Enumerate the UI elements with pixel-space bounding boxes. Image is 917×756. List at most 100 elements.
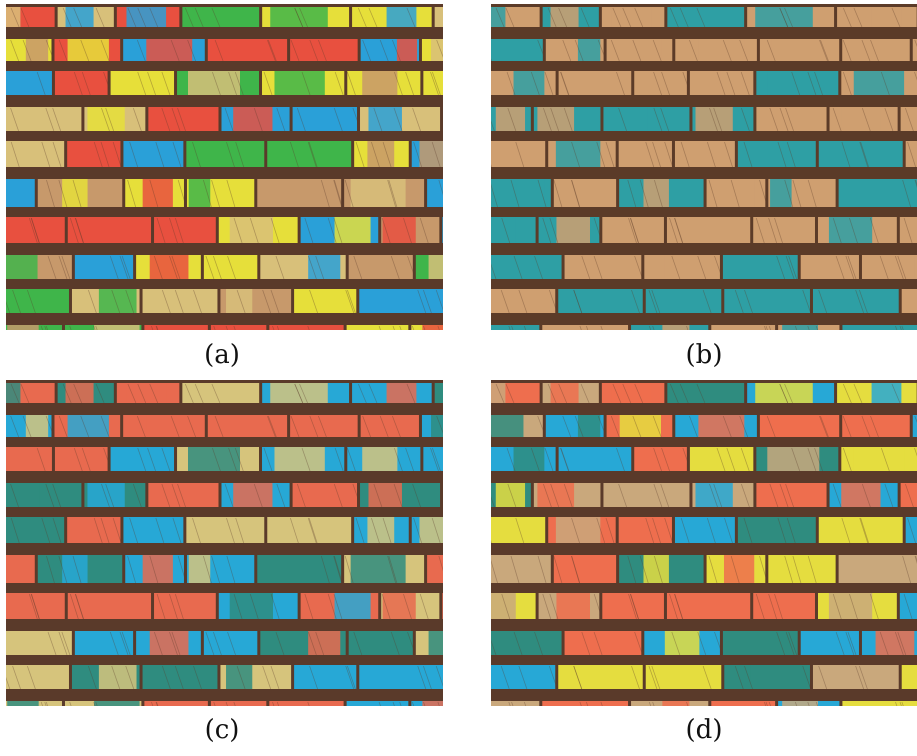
board-end — [692, 107, 754, 132]
board-end — [817, 217, 897, 244]
board-end — [706, 179, 768, 208]
board-end — [900, 483, 917, 508]
board-end — [269, 701, 344, 706]
board-end — [415, 631, 443, 655]
board-end — [37, 555, 123, 584]
board-end — [142, 665, 218, 690]
board-end — [262, 383, 350, 404]
board-end — [186, 141, 265, 168]
board-end — [6, 71, 52, 96]
board-end — [67, 217, 152, 244]
board-end — [359, 665, 443, 690]
board-end — [123, 415, 205, 438]
board-end — [692, 483, 754, 508]
board-end — [674, 141, 735, 168]
board-end — [267, 517, 352, 544]
board-end — [220, 289, 292, 314]
board-end — [756, 483, 827, 508]
board-end — [154, 217, 216, 244]
board-end — [553, 179, 617, 208]
board-end — [631, 701, 709, 706]
board-end — [186, 179, 255, 208]
board-end — [64, 325, 142, 330]
caption-b: (b) — [685, 340, 723, 370]
board-end — [706, 555, 768, 584]
panel-b-image — [491, 4, 917, 330]
board-end — [360, 39, 419, 62]
board-end — [136, 255, 201, 280]
board-end — [442, 217, 443, 243]
board-end — [300, 217, 379, 244]
board-end — [817, 593, 897, 620]
board-end — [818, 141, 903, 168]
board-end — [842, 325, 917, 330]
board-end — [116, 383, 180, 404]
board-end — [347, 71, 421, 96]
board-end — [602, 593, 664, 620]
board-end — [491, 415, 547, 438]
board-end — [491, 71, 556, 96]
board-end — [737, 141, 816, 168]
board-end — [6, 179, 35, 207]
board-end — [602, 217, 664, 244]
board-end — [218, 217, 298, 244]
board-end — [838, 179, 917, 208]
board-end — [260, 255, 346, 280]
board-end — [900, 107, 917, 132]
board-end — [491, 107, 531, 132]
board-end — [666, 217, 751, 244]
board-end — [838, 555, 917, 584]
board-end — [123, 517, 184, 544]
board-end — [603, 483, 690, 508]
board-end — [182, 383, 260, 404]
board-end — [722, 631, 798, 656]
board-end — [558, 289, 643, 314]
board-end — [294, 289, 357, 314]
board-end — [182, 7, 260, 28]
board-end — [619, 555, 704, 584]
board-end — [6, 289, 69, 314]
board-end — [912, 415, 917, 437]
board-end — [491, 325, 540, 330]
board-end — [899, 217, 917, 244]
board-end — [6, 447, 52, 472]
board-end — [110, 71, 175, 96]
board-end — [186, 517, 265, 544]
board-end — [360, 483, 441, 508]
board-end — [144, 325, 208, 330]
caption-a: (a) — [204, 340, 240, 370]
board-end — [829, 483, 898, 508]
board-end — [54, 447, 112, 472]
board-end — [57, 7, 114, 28]
board-end — [411, 141, 443, 168]
board-end — [778, 701, 840, 706]
panel-a-image — [6, 4, 443, 330]
board-end — [491, 593, 536, 620]
board-end — [491, 517, 546, 544]
board-end — [344, 555, 425, 584]
board-end — [210, 701, 267, 706]
board-end — [533, 483, 601, 508]
board-end — [542, 7, 599, 28]
board-end — [125, 555, 187, 584]
board-end — [619, 179, 704, 208]
board-end — [905, 141, 917, 168]
board-end — [257, 179, 343, 208]
board-end — [558, 665, 643, 690]
board-end — [354, 141, 409, 168]
board-end — [221, 483, 290, 508]
board-end — [634, 447, 692, 472]
board-end — [6, 217, 65, 244]
board-end — [634, 71, 692, 96]
board-end — [553, 555, 617, 584]
board-end — [6, 415, 55, 438]
lumber-stack-drawing — [491, 380, 917, 706]
board-end — [901, 289, 917, 313]
board-end — [491, 447, 556, 472]
board-end — [812, 289, 899, 314]
board-end — [381, 217, 440, 244]
board-end — [491, 665, 558, 690]
board-end — [262, 71, 345, 96]
board-end — [54, 415, 121, 438]
board-end — [415, 255, 443, 279]
